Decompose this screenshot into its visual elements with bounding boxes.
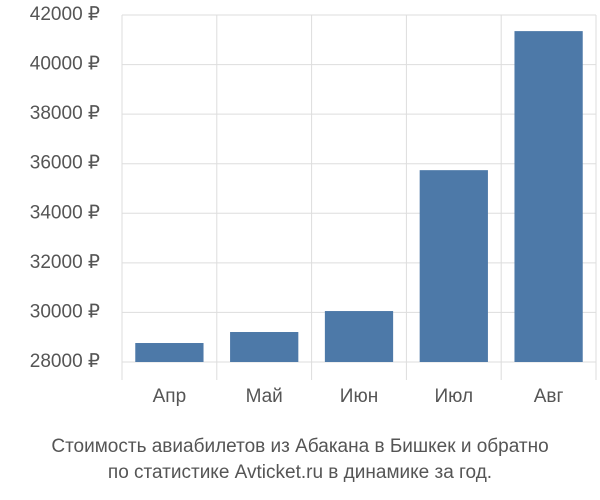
x-tick-label: Авг bbox=[534, 386, 564, 407]
y-tick-label: 36000 ₽ bbox=[30, 153, 100, 174]
x-tick-label: Май bbox=[246, 386, 283, 407]
caption-line: Стоимость авиабилетов из Абакана в Бишке… bbox=[51, 436, 548, 457]
y-tick-label: 32000 ₽ bbox=[30, 252, 100, 273]
y-tick-label: 42000 ₽ bbox=[30, 4, 100, 25]
bar bbox=[135, 343, 204, 362]
bar bbox=[514, 31, 583, 362]
y-tick-label: 38000 ₽ bbox=[30, 103, 100, 124]
bar bbox=[230, 332, 299, 362]
y-tick-label: 30000 ₽ bbox=[30, 301, 100, 322]
bar bbox=[419, 170, 488, 362]
x-tick-label: Июл bbox=[435, 386, 474, 407]
caption-line: по статистике Avticket.ru в динамике за … bbox=[108, 462, 492, 483]
x-tick-label: Июн bbox=[340, 386, 378, 407]
y-tick-label: 40000 ₽ bbox=[30, 54, 100, 75]
y-tick-label: 28000 ₽ bbox=[30, 351, 100, 372]
bar bbox=[324, 311, 394, 362]
x-tick-label: Апр bbox=[153, 386, 187, 407]
y-tick-label: 34000 ₽ bbox=[30, 202, 100, 223]
